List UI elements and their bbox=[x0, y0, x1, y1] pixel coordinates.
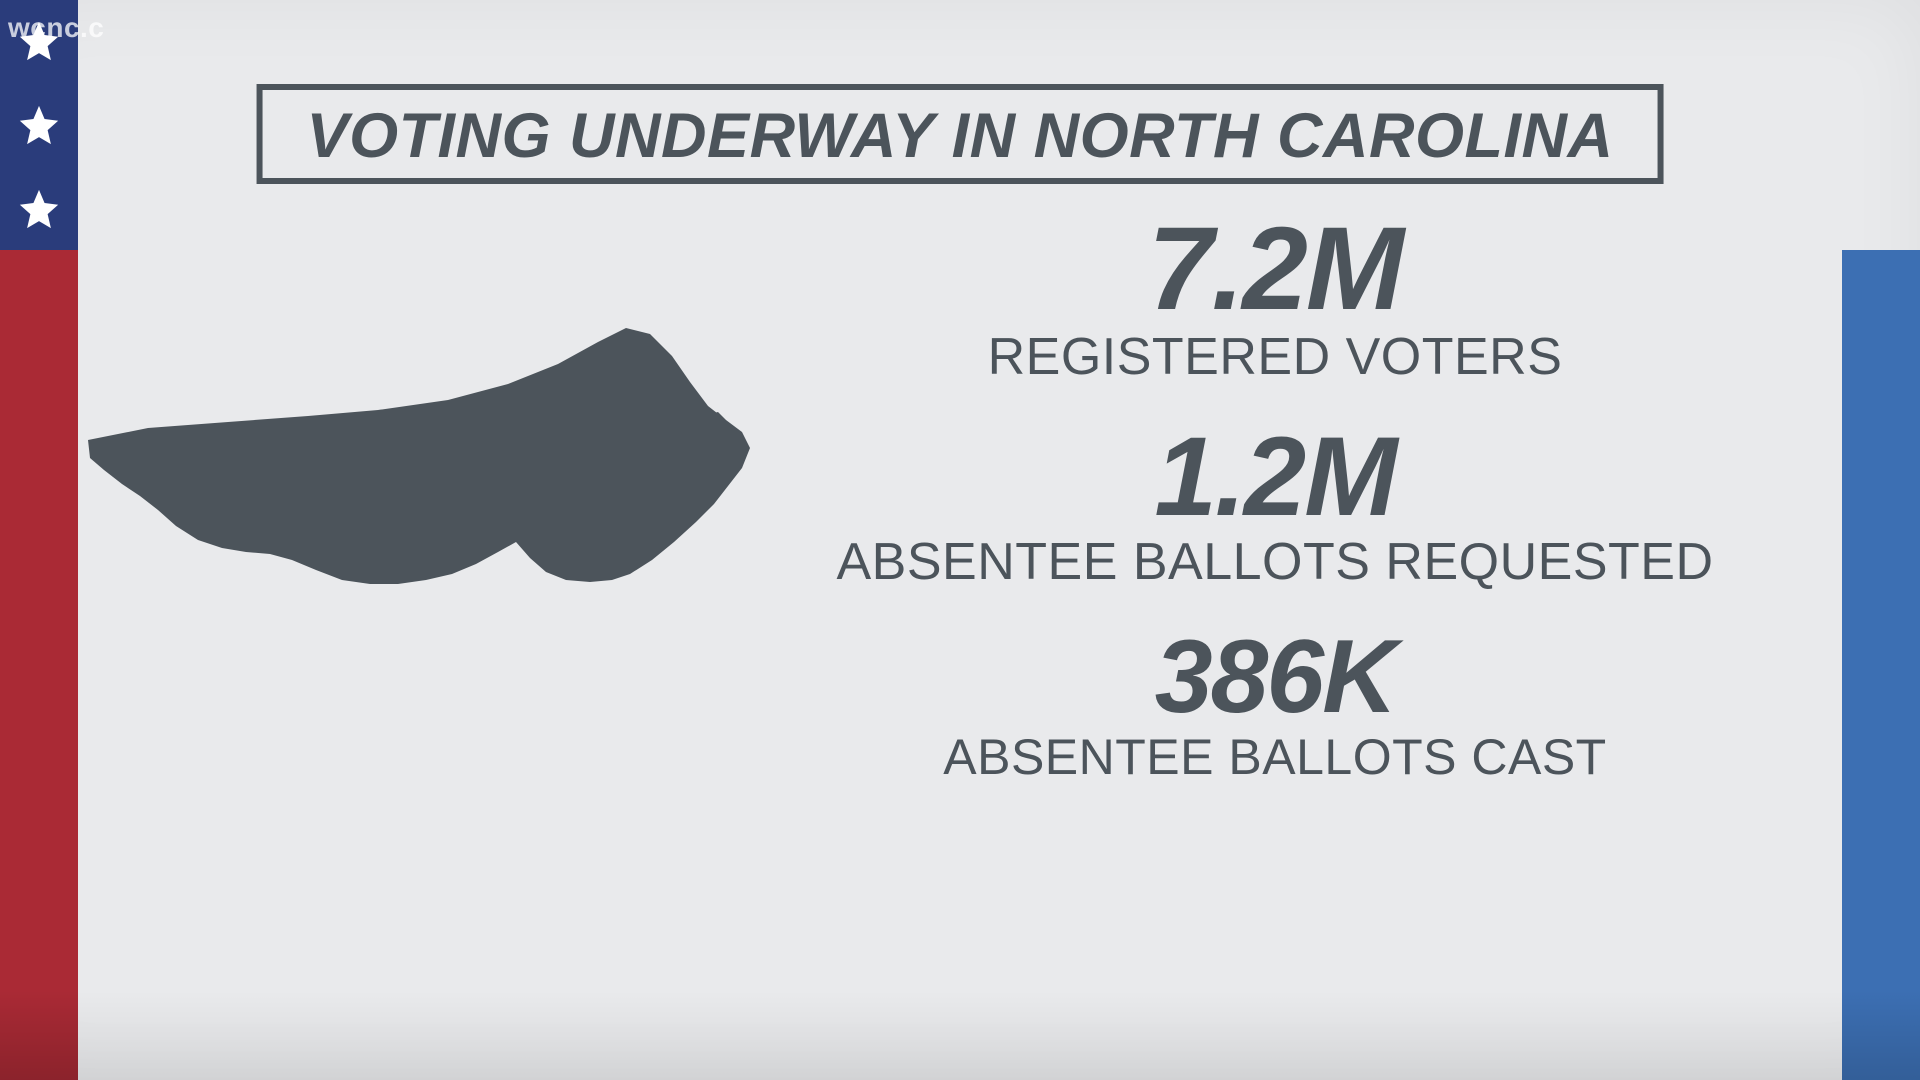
stat-absentee-requested: 1.2M ABSENTEE BALLOTS REQUESTED bbox=[740, 421, 1810, 590]
stat-value: 1.2M bbox=[740, 421, 1810, 533]
blue-stripe bbox=[1842, 250, 1920, 1080]
stat-label: REGISTERED VOTERS bbox=[740, 330, 1810, 385]
watermark: wcnc.c bbox=[8, 12, 104, 44]
stats-block: 7.2M REGISTERED VOTERS 1.2M ABSENTEE BAL… bbox=[740, 210, 1810, 820]
stat-absentee-cast: 386K ABSENTEE BALLOTS CAST bbox=[740, 625, 1810, 784]
stat-label: ABSENTEE BALLOTS REQUESTED bbox=[740, 535, 1810, 590]
bottom-shadow bbox=[78, 990, 1842, 1080]
stat-label: ABSENTEE BALLOTS CAST bbox=[740, 731, 1810, 784]
red-stripe bbox=[0, 250, 78, 1080]
stat-value: 386K bbox=[740, 625, 1810, 729]
page-title-box: VOTING UNDERWAY IN NORTH CAROLINA bbox=[257, 84, 1664, 184]
page-title: VOTING UNDERWAY IN NORTH CAROLINA bbox=[307, 101, 1614, 171]
stat-registered-voters: 7.2M REGISTERED VOTERS bbox=[740, 210, 1810, 385]
stat-value: 7.2M bbox=[740, 210, 1810, 328]
star-icon bbox=[16, 102, 62, 148]
star-icon bbox=[16, 186, 62, 232]
north-carolina-map bbox=[78, 320, 758, 640]
